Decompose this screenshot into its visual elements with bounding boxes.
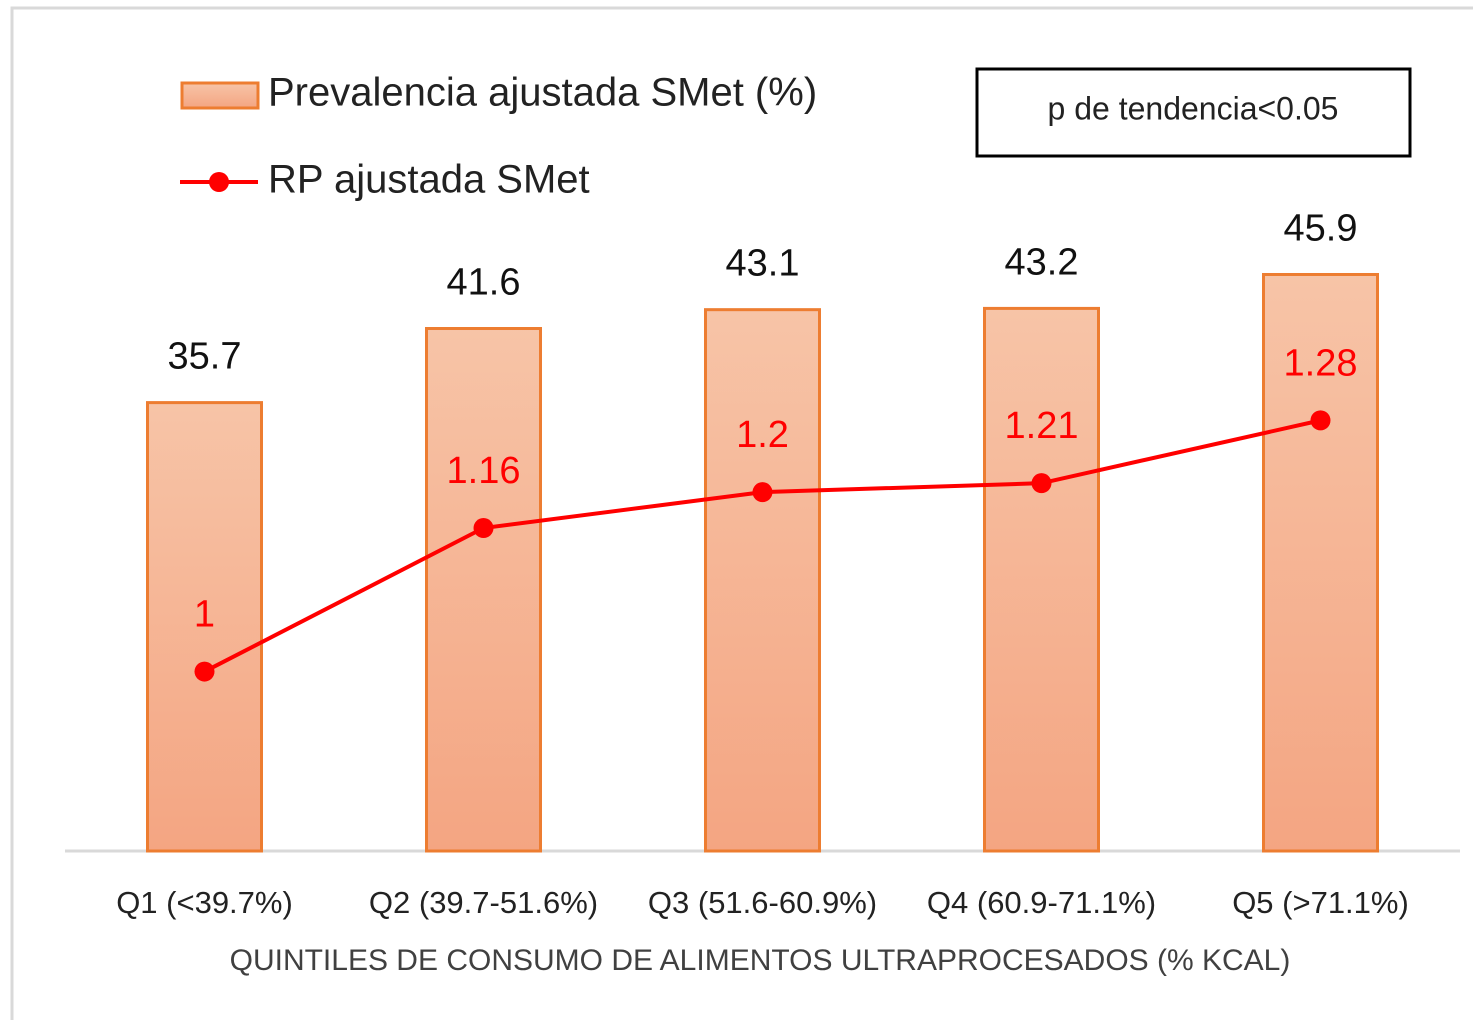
bar: [704, 308, 821, 853]
line-value-label: 1.2: [736, 414, 789, 456]
legend-marker: [209, 172, 229, 192]
legend-label: RP ajustada SMet: [268, 158, 590, 202]
bar: [425, 327, 542, 853]
x-axis-title: QUINTILES DE CONSUMO DE ALIMENTOS ULTRAP…: [230, 944, 1291, 977]
annotation: p de tendencia<0.05: [1048, 90, 1339, 126]
line-marker: [194, 661, 215, 682]
line-marker: [1310, 410, 1331, 431]
legend-label: Prevalencia ajustada SMet (%): [268, 71, 817, 115]
bar: [1262, 272, 1379, 853]
line-value-label: 1.28: [1284, 342, 1358, 384]
x-tick-label: Q3 (51.6-60.9%): [648, 885, 877, 920]
line-value-label: 1.16: [447, 450, 521, 492]
line-marker: [473, 518, 494, 539]
bar-value-label: 35.7: [168, 336, 242, 378]
bar: [983, 306, 1100, 853]
annotation-box: [975, 67, 1412, 158]
line-marker: [752, 482, 773, 503]
bar-value-label: 43.1: [726, 243, 800, 285]
line-value-label: 1: [194, 594, 215, 636]
x-tick-label: Q4 (60.9-71.1%): [927, 885, 1156, 920]
x-tick-label: Q5 (>71.1%): [1232, 885, 1409, 920]
line-marker: [1031, 473, 1052, 494]
x-tick-label: Q2 (39.7-51.6%): [369, 885, 598, 920]
bar-value-label: 43.2: [1005, 241, 1079, 283]
legend-swatch: [180, 81, 260, 110]
line-value-label: 1.21: [1005, 405, 1079, 447]
bar: [146, 401, 263, 853]
x-tick-label: Q1 (<39.7%): [116, 885, 293, 920]
bar-value-label: 41.6: [447, 262, 521, 304]
bar-value-label: 45.9: [1284, 208, 1358, 250]
